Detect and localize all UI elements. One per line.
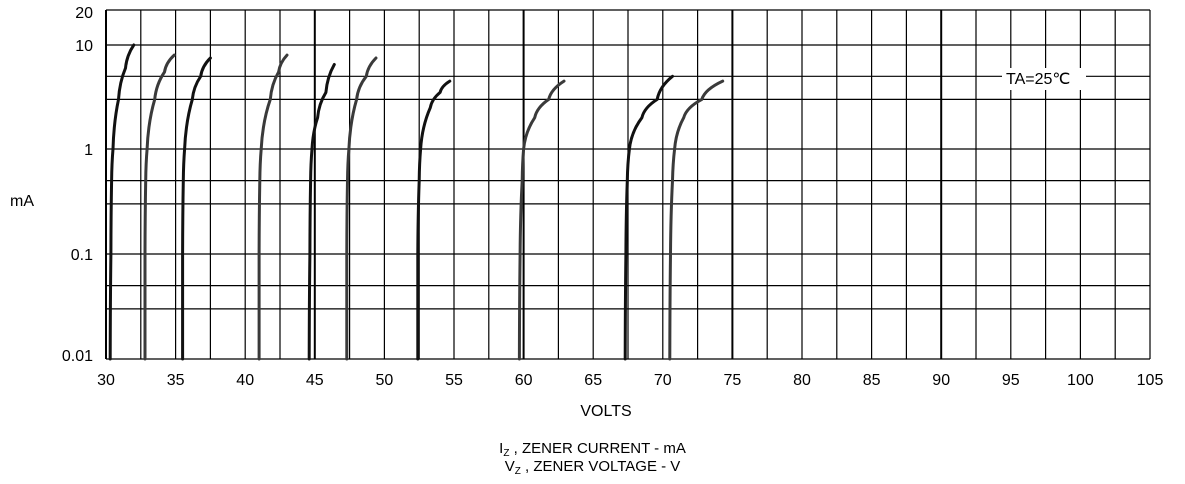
zener-curve <box>345 56 378 361</box>
y-axis-label: mA <box>10 193 34 210</box>
zener-curve <box>143 53 176 361</box>
y-tick-label: 1 <box>84 142 93 159</box>
x-tick-label: 30 <box>97 372 115 389</box>
zener-curve <box>416 79 452 361</box>
zener-curve <box>623 74 674 361</box>
zener-curve <box>108 43 136 361</box>
y-tick-label: 0.01 <box>62 348 93 365</box>
x-tick-label: 100 <box>1067 372 1094 389</box>
zener-curve <box>307 63 336 361</box>
x-axis-label: VOLTS <box>580 403 631 420</box>
zener-curve <box>257 53 289 361</box>
temperature-annotation: TA=25℃ <box>1006 71 1070 88</box>
x-tick-label: 80 <box>793 372 811 389</box>
x-tick-label: 45 <box>306 372 324 389</box>
x-tick-label: 60 <box>515 372 533 389</box>
x-tick-label: 40 <box>236 372 254 389</box>
y-tick-label: 10 <box>75 38 93 55</box>
caption-current-subscript: Z <box>503 448 510 459</box>
caption-current-symbol: I <box>499 440 504 457</box>
x-tick-label: 55 <box>445 372 463 389</box>
zener-curves <box>108 43 725 361</box>
caption-current: IZ , ZENER CURRENT - mA <box>0 440 1185 463</box>
y-tick-label: 0.1 <box>71 247 93 264</box>
caption-voltage-text: , ZENER VOLTAGE - V <box>520 458 681 475</box>
y-tick-label: 20 <box>75 5 93 22</box>
x-tick-label: 95 <box>1002 372 1020 389</box>
zener-curve <box>181 56 212 361</box>
caption-current-text: , ZENER CURRENT - mA <box>509 440 686 457</box>
x-tick-label: 35 <box>167 372 185 389</box>
caption-voltage: VZ , ZENER VOLTAGE - V <box>0 458 1185 481</box>
zener-curve <box>517 79 566 361</box>
caption-voltage-subscript: Z <box>514 466 521 477</box>
x-tick-label: 50 <box>376 372 394 389</box>
x-tick-label: 75 <box>724 372 742 389</box>
caption-voltage-symbol: V <box>504 458 515 475</box>
x-tick-label: 70 <box>654 372 672 389</box>
x-tick-label: 65 <box>584 372 602 389</box>
x-tick-labels: 30 35 40 45 50 55 60 65 70 75 80 85 90 95 100 105 <box>97 372 1163 389</box>
y-tick-labels: 20 10 1 0.1 0.01 <box>62 5 93 365</box>
annotation-mask <box>1002 68 1086 90</box>
x-tick-label: 85 <box>863 372 881 389</box>
x-tick-label: 105 <box>1137 372 1164 389</box>
x-tick-label: 90 <box>932 372 950 389</box>
zener-curve <box>668 79 725 361</box>
